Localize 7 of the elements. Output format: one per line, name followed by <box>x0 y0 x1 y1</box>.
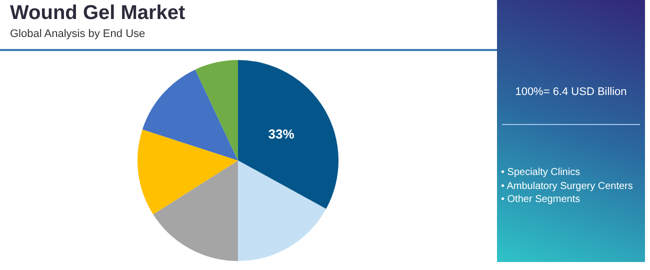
text: • Ambulatory Surgery Centers <box>501 180 633 193</box>
data-label: 33% <box>268 126 295 142</box>
chart-subtitle: Global Analysis by End Use <box>10 28 146 40</box>
chart-title: Wound Gel Market <box>10 2 186 25</box>
text: 100%= 6.4 USD Billion <box>514 86 628 98</box>
text: • Other Segments <box>501 193 582 206</box>
text: • Specialty Clinics <box>501 166 582 180</box>
